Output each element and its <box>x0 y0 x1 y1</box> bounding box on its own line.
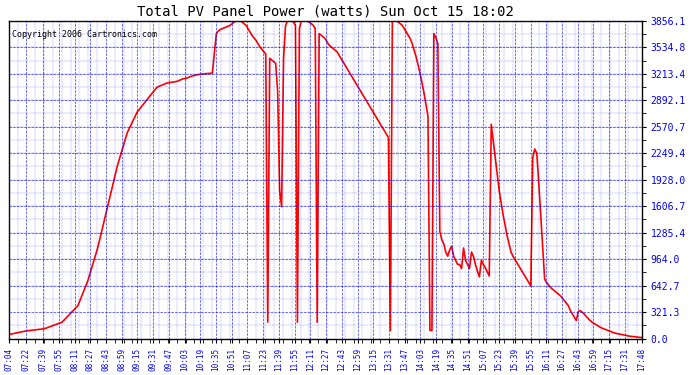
Title: Total PV Panel Power (watts) Sun Oct 15 18:02: Total PV Panel Power (watts) Sun Oct 15 … <box>137 4 513 18</box>
Text: Copyright 2006 Cartronics.com: Copyright 2006 Cartronics.com <box>12 30 157 39</box>
